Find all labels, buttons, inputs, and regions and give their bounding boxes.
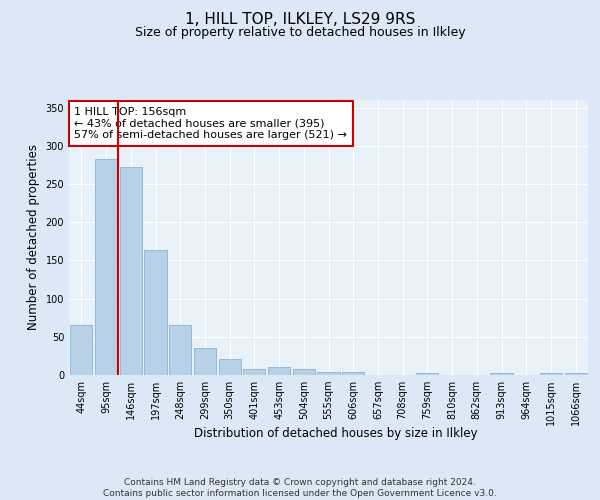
Text: 1 HILL TOP: 156sqm
← 43% of detached houses are smaller (395)
57% of semi-detach: 1 HILL TOP: 156sqm ← 43% of detached hou… bbox=[74, 107, 347, 140]
Bar bbox=[70, 326, 92, 375]
Bar bbox=[490, 374, 512, 375]
Y-axis label: Number of detached properties: Number of detached properties bbox=[27, 144, 40, 330]
Bar bbox=[540, 374, 562, 375]
Bar bbox=[119, 167, 142, 375]
Bar bbox=[145, 250, 167, 375]
Bar bbox=[416, 372, 439, 375]
Text: Contains HM Land Registry data © Crown copyright and database right 2024.
Contai: Contains HM Land Registry data © Crown c… bbox=[103, 478, 497, 498]
Bar bbox=[194, 348, 216, 375]
Bar bbox=[268, 368, 290, 375]
Bar bbox=[565, 374, 587, 375]
Bar bbox=[293, 369, 315, 375]
Bar bbox=[95, 159, 117, 375]
Bar bbox=[243, 369, 265, 375]
Bar bbox=[317, 372, 340, 375]
Bar bbox=[218, 359, 241, 375]
Text: 1, HILL TOP, ILKLEY, LS29 9RS: 1, HILL TOP, ILKLEY, LS29 9RS bbox=[185, 12, 415, 28]
Bar bbox=[169, 326, 191, 375]
Text: Size of property relative to detached houses in Ilkley: Size of property relative to detached ho… bbox=[134, 26, 466, 39]
Text: Distribution of detached houses by size in Ilkley: Distribution of detached houses by size … bbox=[194, 428, 478, 440]
Bar bbox=[342, 372, 364, 375]
